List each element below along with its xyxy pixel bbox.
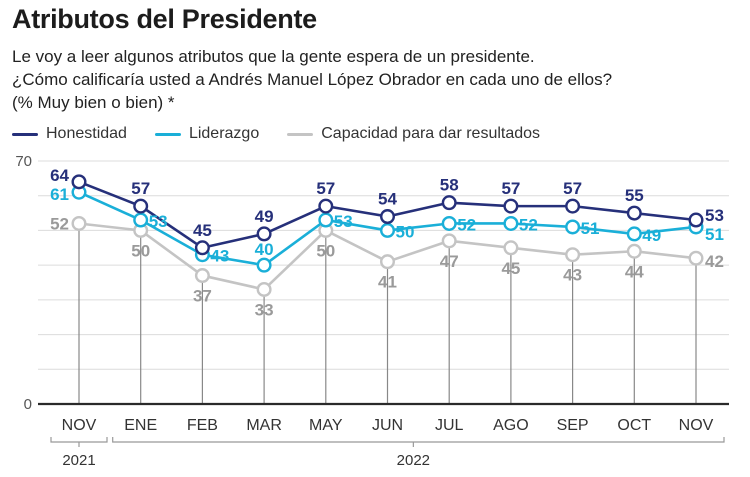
point-honestidad [256, 226, 272, 242]
legend-item-honestidad: Honestidad [12, 125, 127, 143]
point-capacidad [194, 268, 210, 284]
legend-swatch-capacidad [287, 132, 314, 136]
point-capacidad [626, 243, 642, 259]
data-label-capacidad: 44 [625, 262, 644, 281]
x-tick-label: SEP [557, 417, 589, 434]
legend-label-capacidad: Capacidad para dar resultados [321, 125, 541, 142]
year-bracket [50, 437, 108, 443]
x-tick-label: AGO [493, 417, 529, 434]
data-label-capacidad: 43 [563, 266, 582, 285]
data-label-honestidad: 57 [563, 179, 582, 198]
subtitle-line-1: Le voy a leer algunos atributos que la g… [12, 47, 535, 66]
x-tick-label: FEB [187, 417, 218, 434]
data-label-honestidad: 58 [440, 176, 459, 195]
point-honestidad [380, 209, 396, 225]
point-liderazgo [503, 215, 519, 231]
data-label-honestidad: 54 [378, 190, 397, 209]
legend: Honestidad Liderazgo Capacidad para dar … [12, 125, 540, 143]
data-label-honestidad: 55 [625, 186, 644, 205]
data-label-liderazgo: 53 [149, 212, 168, 231]
point-capacidad [688, 250, 704, 266]
point-liderazgo [380, 222, 396, 238]
data-label-honestidad: 53 [705, 206, 724, 225]
data-label-honestidad: 64 [50, 166, 69, 185]
data-label-capacidad: 42 [705, 252, 724, 271]
data-label-liderazgo: 51 [581, 219, 600, 238]
data-label-capacidad: 50 [131, 241, 150, 260]
data-label-capacidad: 33 [255, 300, 274, 319]
x-tick-label: JUN [372, 417, 403, 434]
legend-swatch-liderazgo [154, 132, 181, 136]
point-capacidad [503, 240, 519, 256]
data-label-liderazgo: 53 [334, 212, 353, 231]
data-label-liderazgo: 52 [519, 215, 538, 234]
legend-label-honestidad: Honestidad [46, 125, 127, 142]
data-label-capacidad: 37 [193, 287, 212, 306]
subtitle-line-3: (% Muy bien o bien) * [12, 93, 175, 112]
x-tick-label: OCT [617, 417, 651, 434]
data-label-honestidad: 57 [131, 179, 150, 198]
legend-item-capacidad: Capacidad para dar resultados [287, 125, 540, 143]
x-tick-label: MAR [246, 417, 282, 434]
data-label-liderazgo: 50 [396, 222, 415, 241]
x-tick-label: MAY [309, 417, 343, 434]
point-honestidad [194, 240, 210, 256]
y-tick-label: 70 [15, 153, 32, 170]
point-capacidad [71, 215, 87, 231]
point-honestidad [688, 212, 704, 228]
data-label-liderazgo: 61 [50, 185, 69, 204]
point-honestidad [441, 195, 457, 211]
year-bracket [112, 437, 725, 443]
chart-subtitle: Le voy a leer algunos atributos que la g… [12, 45, 612, 114]
data-label-liderazgo: 43 [210, 247, 229, 266]
data-label-capacidad: 45 [501, 259, 520, 278]
legend-item-liderazgo: Liderazgo [154, 125, 260, 143]
point-capacidad [380, 254, 396, 270]
data-label-liderazgo: 52 [457, 215, 476, 234]
point-liderazgo [565, 219, 581, 235]
data-label-liderazgo: 51 [705, 225, 724, 244]
point-honestidad [318, 198, 334, 214]
x-tick-label: NOV [679, 417, 714, 434]
chart-title: Atributos del Presidente [12, 4, 317, 34]
x-tick-label: ENE [124, 417, 157, 434]
data-label-honestidad: 57 [501, 179, 520, 198]
subtitle-line-2: ¿Cómo calificaría usted a Andrés Manuel … [12, 70, 613, 89]
data-label-honestidad: 49 [255, 207, 274, 226]
data-label-capacidad: 41 [378, 273, 397, 292]
point-honestidad [503, 198, 519, 214]
x-tick-label: NOV [62, 417, 97, 434]
y-tick-label: 0 [24, 396, 32, 413]
point-liderazgo [133, 212, 149, 228]
point-capacidad [441, 233, 457, 249]
legend-swatch-honestidad [12, 132, 38, 136]
point-honestidad [133, 198, 149, 214]
year-label: 2022 [397, 452, 430, 469]
data-label-liderazgo: 49 [642, 226, 661, 245]
point-liderazgo [441, 215, 457, 231]
data-label-capacidad: 50 [316, 241, 335, 260]
point-liderazgo [256, 257, 272, 273]
data-label-capacidad: 47 [440, 252, 459, 271]
point-capacidad [565, 247, 581, 263]
point-honestidad [626, 205, 642, 221]
data-label-honestidad: 45 [193, 221, 212, 240]
point-capacidad [256, 281, 272, 297]
data-label-capacidad: 52 [50, 214, 69, 233]
data-label-honestidad: 57 [316, 179, 335, 198]
point-liderazgo [626, 226, 642, 242]
point-honestidad [565, 198, 581, 214]
legend-label-liderazgo: Liderazgo [188, 125, 260, 142]
x-tick-label: JUL [435, 417, 464, 434]
year-label: 2021 [62, 452, 95, 469]
point-liderazgo [318, 212, 334, 228]
data-label-liderazgo: 40 [255, 240, 274, 259]
point-honestidad [71, 174, 87, 190]
